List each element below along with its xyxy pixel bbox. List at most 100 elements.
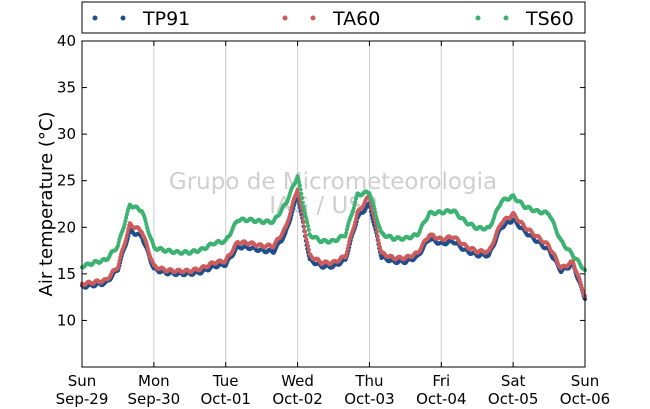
data-point-ta60 xyxy=(306,247,311,252)
y-tick-label: 20 xyxy=(57,218,76,236)
data-point-ta60 xyxy=(118,255,123,260)
y-tick-label: 15 xyxy=(57,265,76,283)
data-point-ts60 xyxy=(296,177,301,182)
data-point-ts60 xyxy=(298,187,303,192)
data-point-ts60 xyxy=(304,217,309,222)
data-point-ts60 xyxy=(344,230,349,235)
x-tick-label: Oct-04 xyxy=(416,390,466,408)
data-point-ts60 xyxy=(306,224,311,229)
data-point-ta60 xyxy=(354,213,359,218)
data-point-ta60 xyxy=(353,217,358,222)
data-point-ts60 xyxy=(374,214,379,219)
y-axis-label: Air temperature (°C) xyxy=(36,112,57,297)
data-point-ta60 xyxy=(376,238,381,243)
data-point-ts60 xyxy=(306,227,311,232)
data-point-ta60 xyxy=(116,262,121,267)
data-point-ta60 xyxy=(305,240,310,245)
data-point-ta60 xyxy=(126,226,131,231)
data-point-ts60 xyxy=(300,196,305,201)
x-tick-label: Sep-29 xyxy=(56,390,109,408)
data-point-ts60 xyxy=(300,200,305,205)
data-point-ta60 xyxy=(295,187,300,192)
data-point-ts60 xyxy=(371,204,376,209)
data-point-ta60 xyxy=(115,265,120,270)
axes: SunSep-29MonSep-30TueOct-01WedOct-02ThuO… xyxy=(56,32,611,408)
data-point-ta60 xyxy=(377,241,382,246)
data-point-ta60 xyxy=(297,194,302,199)
data-point-ta60 xyxy=(303,233,308,238)
data-point-ta60 xyxy=(296,191,301,196)
watermark-line-1: Grupo de Micrometeorologia xyxy=(169,169,497,195)
data-point-ts60 xyxy=(143,219,148,224)
data-point-ta60 xyxy=(375,234,380,239)
data-point-ta60 xyxy=(374,229,379,234)
data-point-ts60 xyxy=(302,208,307,213)
data-points xyxy=(80,174,587,302)
data-point-ta60 xyxy=(346,243,351,248)
watermark: Grupo de Micrometeorologia IAG / USP xyxy=(169,169,497,219)
legend-label-ta60: TA60 xyxy=(332,8,380,30)
data-point-ts60 xyxy=(373,210,378,215)
x-tick-label: Oct-03 xyxy=(344,390,394,408)
legend: TP91 TA60 TS60 xyxy=(81,1,586,34)
data-point-ta60 xyxy=(289,205,294,210)
data-point-ts60 xyxy=(123,218,128,223)
data-point-ta60 xyxy=(345,246,350,251)
data-point-ts60 xyxy=(301,204,306,209)
data-point-ts60 xyxy=(124,215,129,220)
data-point-ts60 xyxy=(353,200,358,205)
data-point-ta60 xyxy=(124,233,129,238)
legend-marker-ts60 xyxy=(475,15,481,21)
data-point-ts60 xyxy=(144,222,149,227)
y-tick-label: 35 xyxy=(57,79,76,97)
data-point-ta60 xyxy=(303,229,308,234)
data-point-ts60 xyxy=(305,220,310,225)
data-point-ts60 xyxy=(122,222,127,227)
x-tick-day: Sun xyxy=(68,372,97,390)
x-tick-day: Fri xyxy=(432,372,450,390)
data-point-ts60 xyxy=(297,183,302,188)
data-point-ts60 xyxy=(352,203,357,208)
x-tick-day: Wed xyxy=(281,372,314,390)
data-point-ta60 xyxy=(300,215,305,220)
data-point-ta60 xyxy=(347,239,352,244)
data-point-ta60 xyxy=(124,236,129,241)
data-point-ts60 xyxy=(297,180,302,185)
data-point-ts60 xyxy=(115,243,120,248)
legend-label-tp91: TP91 xyxy=(142,8,190,30)
x-tick-day: Tue xyxy=(212,372,239,390)
data-point-ta60 xyxy=(306,244,311,249)
legend-label-ts60: TS60 xyxy=(525,8,574,30)
data-point-ts60 xyxy=(299,191,304,196)
data-point-ta60 xyxy=(117,258,122,263)
data-point-ts60 xyxy=(351,206,356,211)
data-point-ts60 xyxy=(372,207,377,212)
x-tick-day: Thu xyxy=(354,372,383,390)
data-point-ta60 xyxy=(288,212,293,217)
data-point-ts60 xyxy=(343,233,348,238)
data-point-ta60 xyxy=(125,230,130,235)
data-point-ts60 xyxy=(124,212,129,217)
legend-marker-tp91 xyxy=(92,15,98,21)
legend-marker-tp91 xyxy=(120,15,126,21)
x-tick-day: Mon xyxy=(138,372,170,390)
y-tick-label: 30 xyxy=(57,125,76,143)
y-tick-label: 25 xyxy=(57,172,76,190)
x-tick-label: Oct-01 xyxy=(200,390,250,408)
data-point-ts60 xyxy=(344,227,349,232)
x-tick-label: Oct-06 xyxy=(560,390,610,408)
legend-marker-ta60 xyxy=(310,15,316,21)
data-point-ta60 xyxy=(344,249,349,254)
data-point-ta60 xyxy=(304,237,309,242)
legend-marker-ta60 xyxy=(282,15,288,21)
x-tick-day: Sat xyxy=(501,372,526,390)
legend-frame xyxy=(81,1,586,34)
data-point-ta60 xyxy=(301,220,306,225)
data-point-ta60 xyxy=(302,224,307,229)
y-tick-label: 40 xyxy=(57,32,76,50)
x-tick-day: Sun xyxy=(571,372,600,390)
legend-marker-ts60 xyxy=(503,15,509,21)
x-tick-label: Sep-30 xyxy=(127,390,180,408)
data-point-ta60 xyxy=(288,208,293,213)
